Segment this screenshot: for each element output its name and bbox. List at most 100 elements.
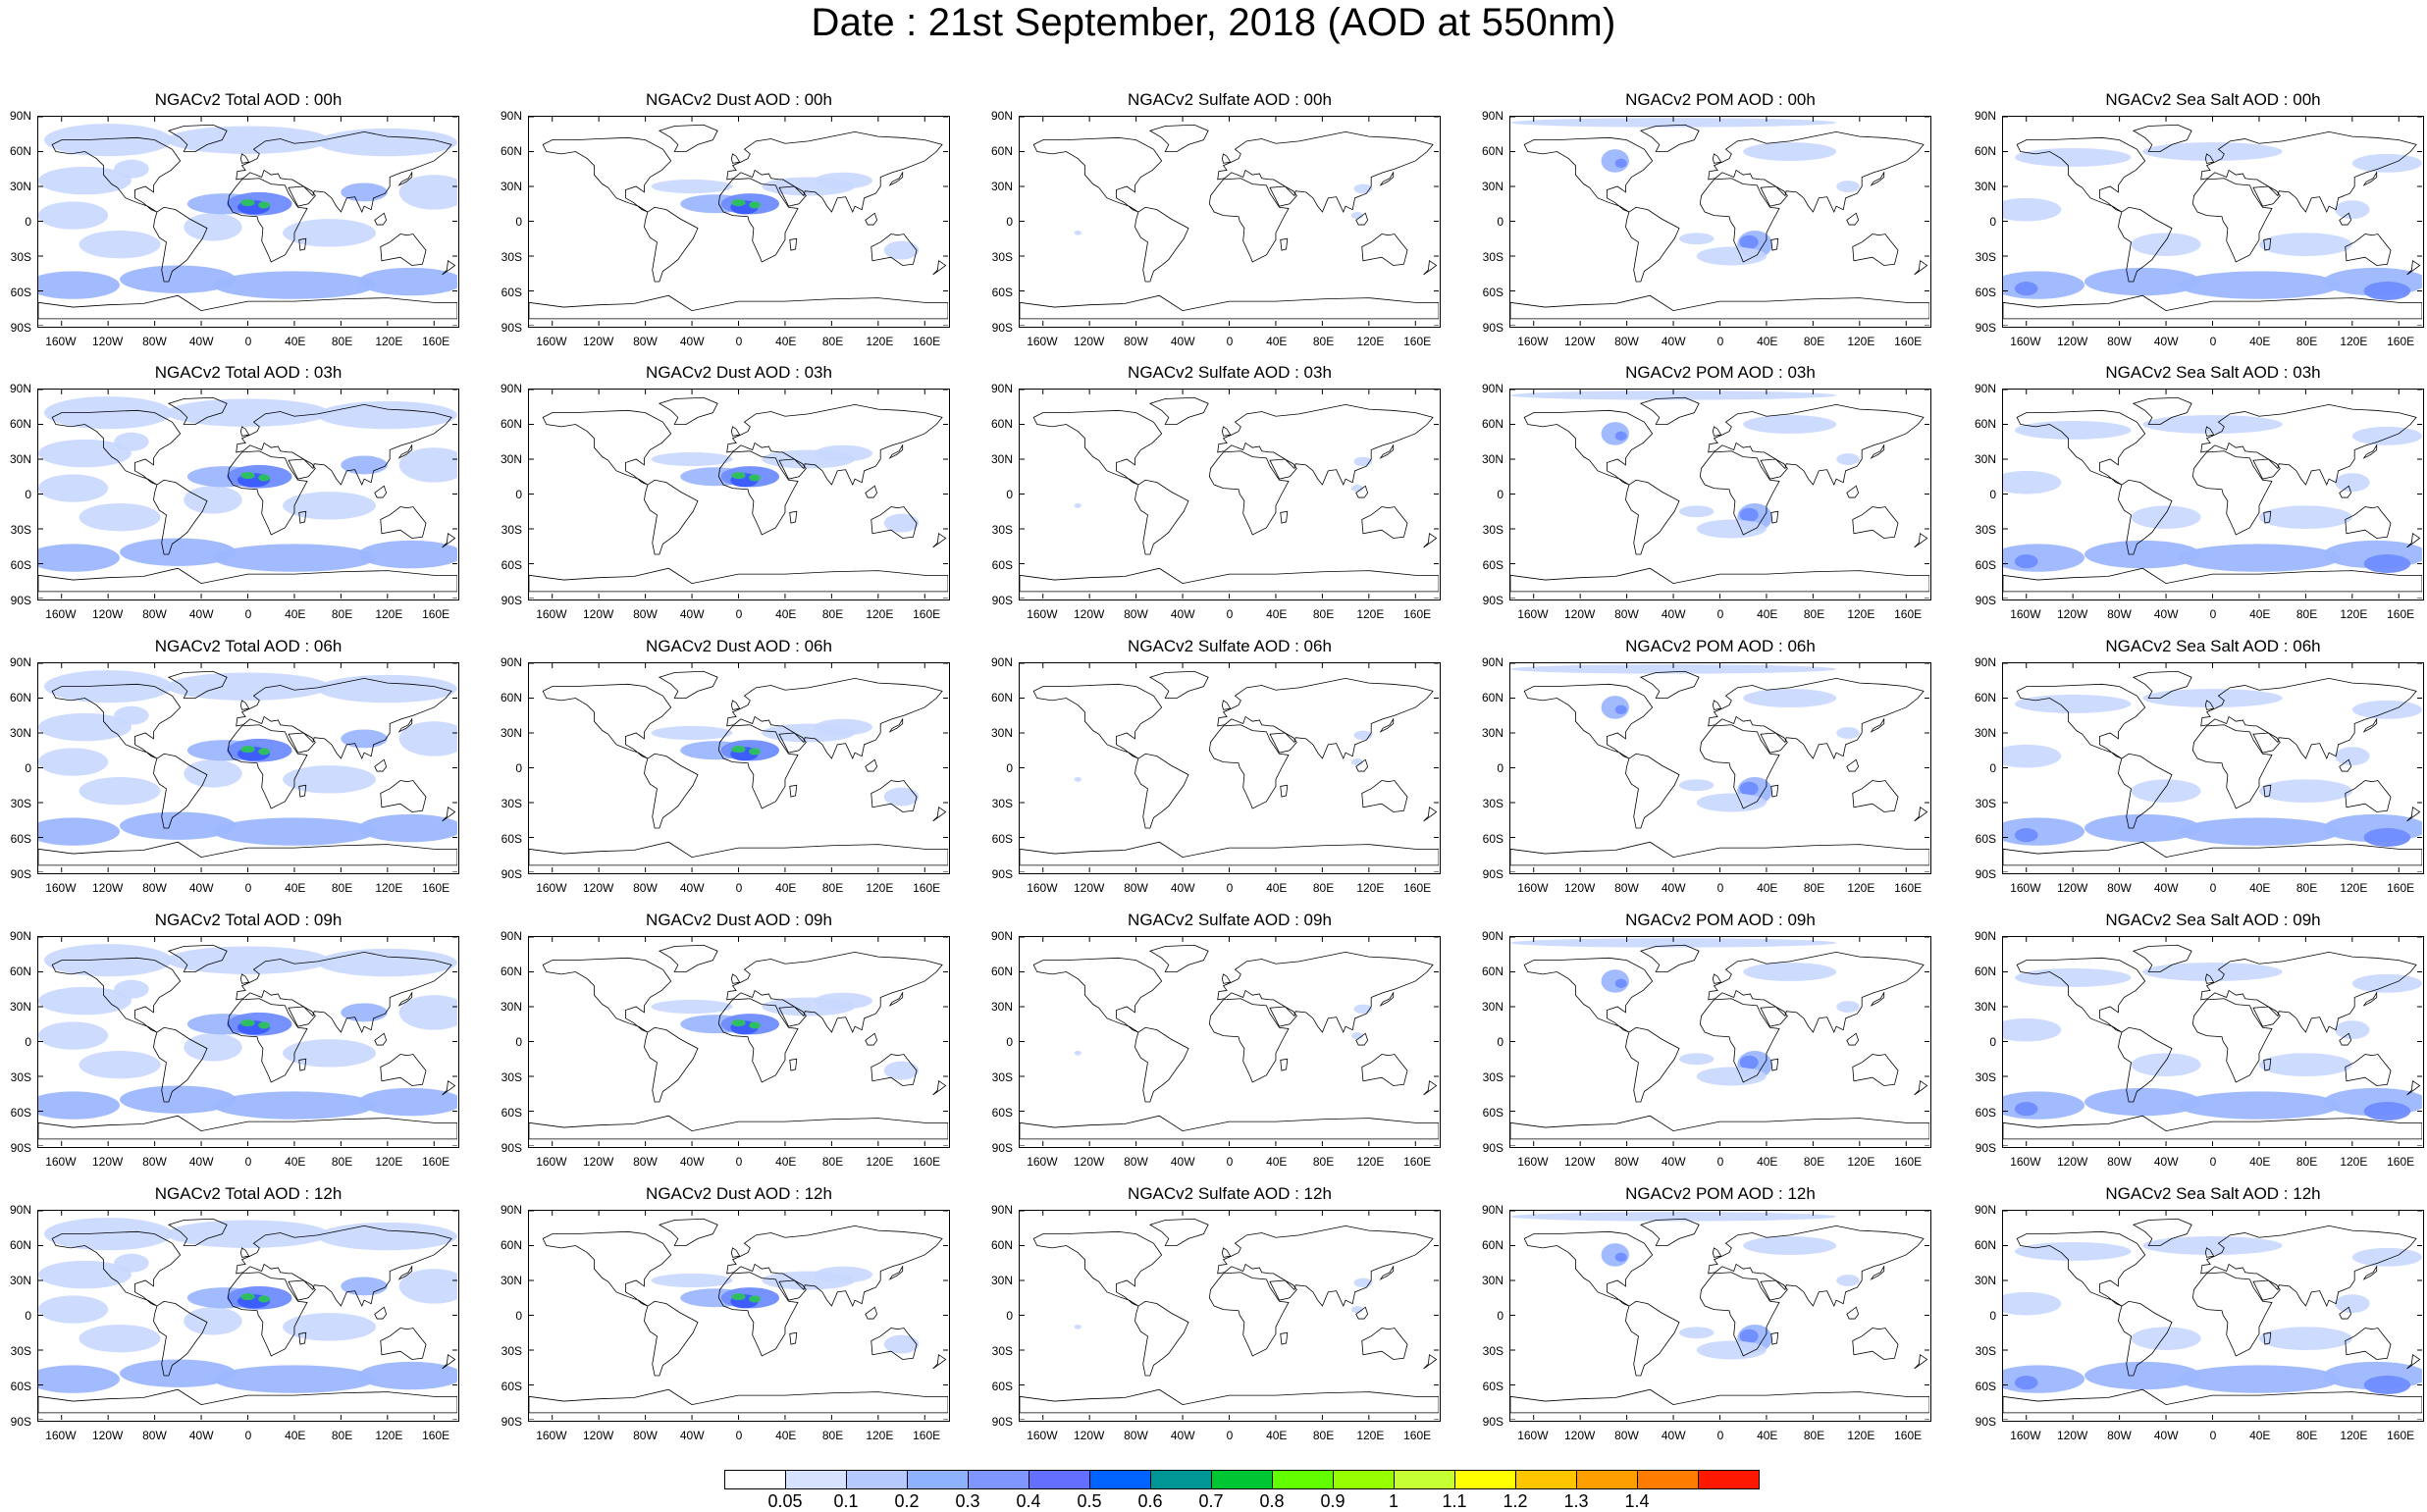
coastline-uk [1712,700,1722,710]
aod-contour [258,201,271,209]
lat-tick-label: 30S [991,250,1013,264]
aod-contour [240,746,255,754]
map-frame [1019,389,1441,600]
coastline-uk [730,426,741,437]
lon-tick-label: 120W [1073,1429,1105,1442]
coastline-eurasia [726,1225,943,1308]
lat-tick-label: 30N [9,726,31,740]
coastlines [529,396,948,593]
coastline-antarctica [38,1115,457,1140]
aod-contour [1351,758,1363,766]
lon-tick-label: 80E [821,335,844,348]
lat-tick-label: 60S [501,1106,522,1120]
lon-tick-label: 0 [1716,1155,1724,1169]
aod-contour [2003,470,2062,495]
tick-marks [38,117,457,326]
lon-tick-label: 120W [1073,607,1105,621]
coastline-japan [1870,443,1885,459]
aod-contour [2258,1053,2352,1076]
colorbar-swatch [968,1470,1029,1489]
aod-contour [38,271,121,299]
map-plot [529,1211,948,1420]
lon-tick-label: 80W [1124,335,1148,348]
coastline-africa [2191,450,2273,536]
coastline-greenland [658,396,718,425]
coastline-namerica [1032,683,1163,759]
lon-tick-label: 0 [1716,881,1724,895]
coastline-uk [1712,426,1722,437]
lon-tick-label: 160W [536,1429,567,1442]
lon-tick-label: 0 [1226,335,1234,348]
aod-field [38,396,457,572]
lat-tick-label: 90S [1975,321,1996,335]
coastline-greenland [1148,396,1209,425]
coastline-africa [717,1272,799,1357]
coastline-madagascar [298,1058,307,1071]
coastline-africa [1699,1272,1780,1357]
lat-tick-label: 90S [1482,321,1504,335]
lon-tick-label: 120W [1563,1155,1596,1169]
aod-contour [212,1091,376,1120]
lon-tick-label: 0 [1716,1429,1724,1442]
aod-contour [184,1307,242,1335]
lon-tick-label: 40E [1757,881,1778,895]
lat-tick-label: 90S [1975,594,1996,607]
lat-tick-label: 60N [9,417,31,431]
coastline-newzealand [442,1354,456,1370]
coastline-namerica [51,957,182,1033]
lon-tick-label: 40W [188,1429,214,1442]
lat-tick-label: 0 [515,1309,522,1323]
coastline-uk [239,426,250,437]
lat-tick-label: 30S [1482,523,1504,537]
lon-tick-label: 120E [866,607,894,621]
coastline-borneo [865,758,878,772]
map-frame [2002,389,2424,600]
lat-tick-label: 90N [1481,109,1504,123]
lon-tick-label: 40E [2249,1155,2271,1169]
lat-tick-label: 90N [1481,655,1504,669]
lon-tick-label: 40E [285,881,306,895]
coastline-borneo [1355,1032,1369,1046]
lon-tick-label: 160E [913,335,941,348]
aod-contour [258,1295,271,1303]
aod-contour [2003,1365,2085,1393]
aod-contour [79,230,161,259]
colorbar-swatch [1211,1470,1273,1489]
lon-tick-label: 120E [2340,335,2368,348]
map-plot [2003,117,2422,326]
lat-tick-label: 0 [1497,488,1504,501]
coastline-japan [397,717,413,733]
coastline-africa [1699,998,1780,1083]
panel-title: NGACv2 Dust AOD : 06h [646,637,832,655]
coastline-uk [2204,1247,2215,1258]
lon-tick-label: 160W [45,881,77,895]
lon-tick-label: 120W [1563,881,1596,895]
lat-tick-label: 90S [501,867,522,881]
coastline-uk [1712,973,1722,984]
coastline-antarctica [38,294,457,320]
aod-contour [1510,118,1837,128]
aod-field [1510,664,1860,812]
lat-tick-label: 60N [990,144,1013,158]
aod-contour [43,396,173,430]
aod-contour [38,201,109,230]
aod-contour [1074,776,1082,782]
coastline-samerica [1625,479,1680,555]
lon-tick-label: 80W [633,607,658,621]
coastline-borneo [1846,758,1860,772]
aod-contour [43,1218,173,1251]
aod-contour [731,472,746,480]
lat-tick-label: 30N [1481,180,1504,193]
coastline-greenland [1639,670,1700,699]
aod-contour [114,159,149,179]
lon-tick-label: 160W [536,881,567,895]
aod-contour [2351,700,2422,719]
lat-tick-label: 60N [1481,144,1504,158]
map-panel-total: NGACv2 Total AOD : 03h 90N 60N 30N 0 30S 60S 90… [0,359,499,630]
aod-contour [2084,267,2201,296]
colorbar-swatch [1454,1470,1516,1489]
lon-tick-label: 160E [422,1155,450,1169]
lon-tick-label: 160E [1403,335,1432,348]
aod-contour [1739,507,1759,522]
lat-tick-label: 90N [1974,655,1996,669]
